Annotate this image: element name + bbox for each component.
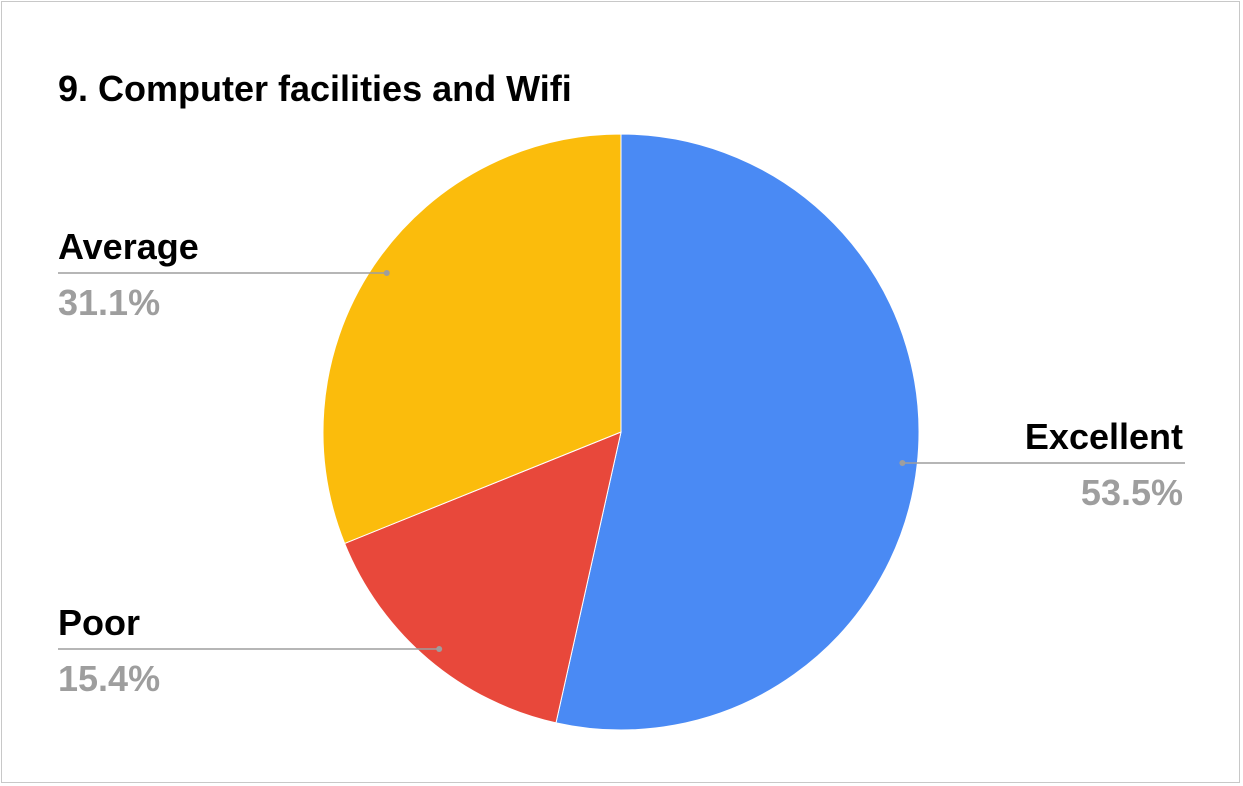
slice-percent-poor: 15.4% (58, 658, 160, 699)
leader-dot-excellent (899, 460, 906, 466)
slice-labels: Excellent 53.5% Poor 15.4% Average 31.1% (58, 226, 1185, 699)
leader-dot-average (383, 270, 390, 276)
slice-label-poor: Poor (58, 602, 140, 643)
leader-dot-poor (436, 646, 443, 652)
slice-percent-average: 31.1% (58, 282, 160, 323)
pie-slice-excellent (555, 133, 920, 731)
pie-slice-poor (343, 431, 622, 724)
pie-slices (322, 133, 920, 731)
slice-percent-excellent: 53.5% (1081, 472, 1183, 513)
chart-title: 9. Computer facilities and Wifi (58, 68, 572, 109)
slice-label-excellent: Excellent (1025, 416, 1183, 457)
pie-slice-average (322, 133, 622, 545)
slice-label-average: Average (58, 226, 199, 267)
